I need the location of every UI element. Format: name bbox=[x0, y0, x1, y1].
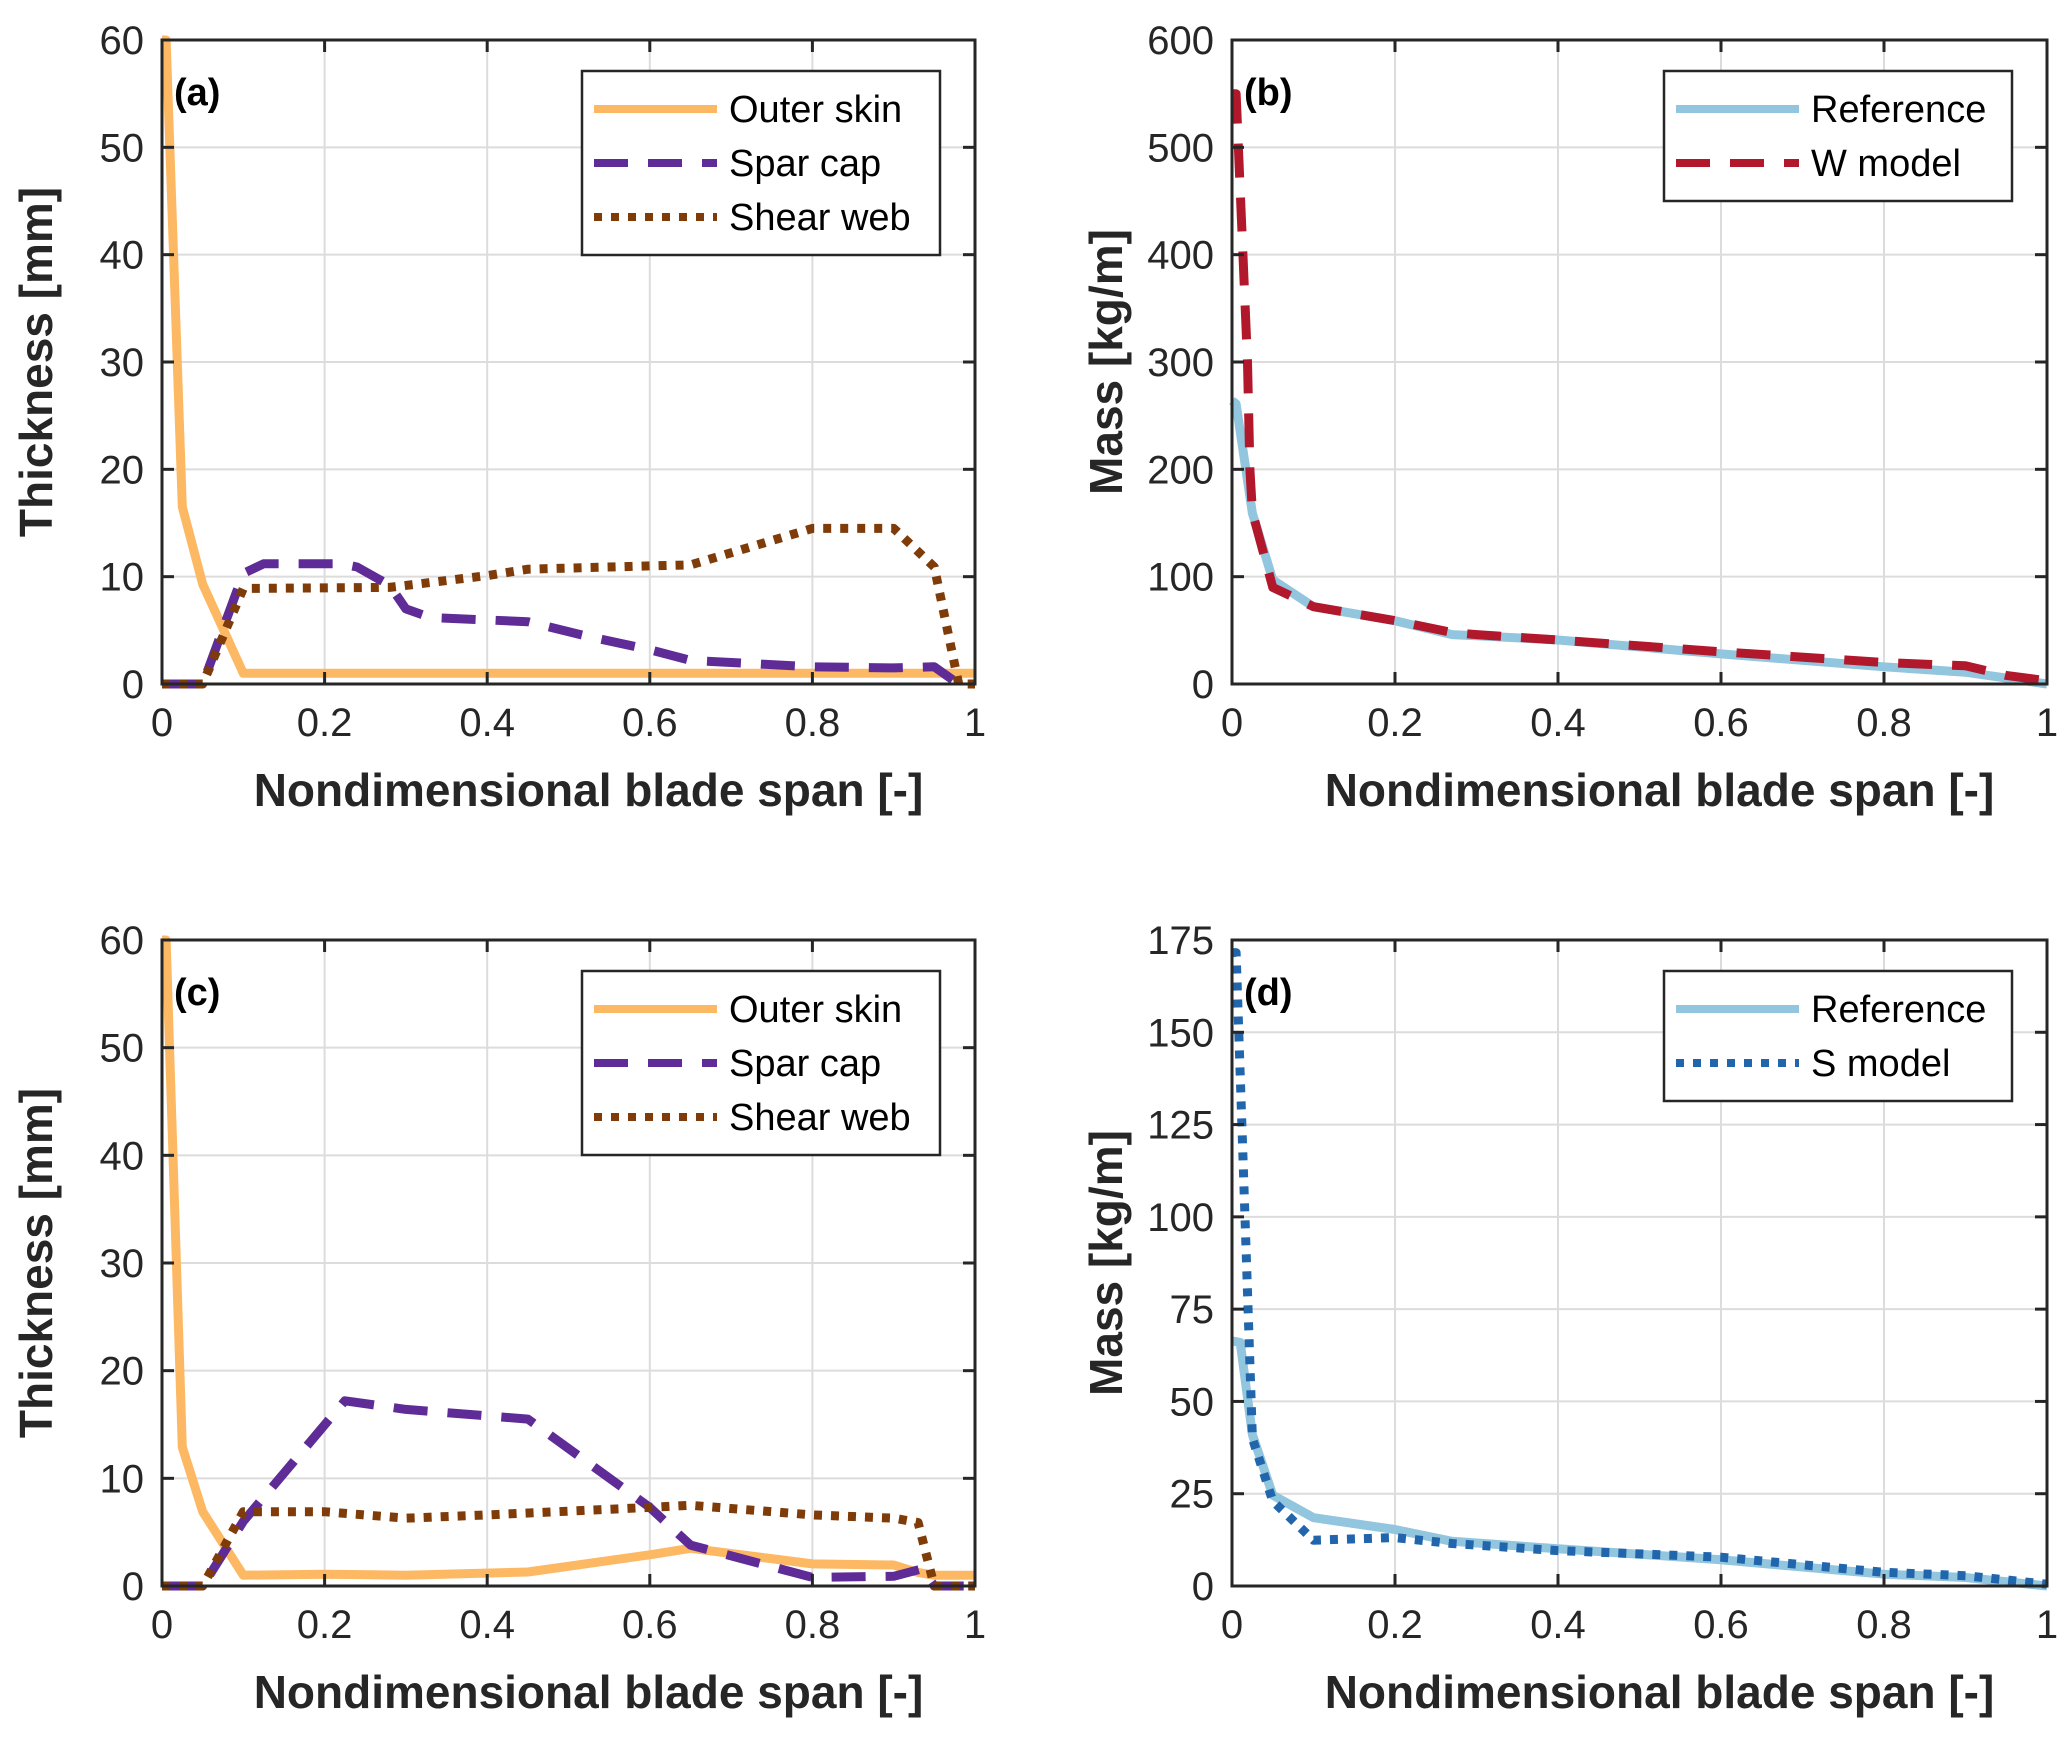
y-tick-label: 400 bbox=[1147, 234, 1214, 278]
x-tick-label: 0.6 bbox=[1693, 1603, 1749, 1647]
y-tick-label: 30 bbox=[100, 1242, 145, 1286]
series-line-reference bbox=[1231, 1336, 2048, 1591]
series-line-s-model bbox=[1231, 948, 2048, 1589]
legend-label: S model bbox=[1811, 1043, 1950, 1085]
x-axis-title: Nondimensional blade span [-] bbox=[254, 764, 924, 816]
x-tick-label: 1 bbox=[2036, 1603, 2058, 1647]
y-axis-title: Thickness [mm] bbox=[10, 187, 62, 537]
x-tick-label: 0.6 bbox=[622, 701, 678, 745]
series-line-reference bbox=[1229, 397, 2048, 689]
x-tick-label: 0.2 bbox=[297, 1603, 353, 1647]
y-tick-label: 40 bbox=[100, 234, 145, 278]
panel-label: (b) bbox=[1244, 72, 1293, 114]
y-tick-label: 75 bbox=[1170, 1288, 1215, 1332]
y-tick-label: 300 bbox=[1147, 341, 1214, 385]
x-tick-label: 1 bbox=[2036, 701, 2058, 745]
legend-label: W model bbox=[1811, 143, 1961, 185]
x-axis-title: Nondimensional blade span [-] bbox=[1325, 764, 1995, 816]
axes-frame bbox=[1230, 938, 2049, 1588]
y-tick-label: 30 bbox=[100, 341, 145, 385]
legend-box bbox=[580, 69, 942, 257]
x-tick-label: 0.8 bbox=[1856, 1603, 1912, 1647]
x-tick-label: 0.8 bbox=[785, 1603, 841, 1647]
y-tick-label: 10 bbox=[100, 556, 145, 600]
y-tick-label: 125 bbox=[1147, 1104, 1214, 1148]
x-tick-label: 1 bbox=[964, 1603, 986, 1647]
y-tick-label: 50 bbox=[100, 126, 145, 170]
legend-label: Spar cap bbox=[729, 143, 881, 185]
legend-label: Outer skin bbox=[729, 89, 902, 131]
panel-d: 0 0.2 0.4 0.6 0.8 1 0 25 50 75 100 125 150 175 Nondime… bbox=[1080, 919, 2058, 1718]
legend-label: Spar cap bbox=[729, 1043, 881, 1085]
x-tick-label: 0.4 bbox=[1530, 701, 1586, 745]
x-tick-label: 1 bbox=[964, 701, 986, 745]
y-tick-label: 40 bbox=[100, 1134, 145, 1178]
legend-label: Reference bbox=[1811, 89, 1986, 131]
y-tick-label: 0 bbox=[1192, 1565, 1214, 1609]
x-tick-label: 0.4 bbox=[1530, 1603, 1586, 1647]
x-tick-label: 0.2 bbox=[1367, 701, 1423, 745]
y-tick-label: 100 bbox=[1147, 556, 1214, 600]
x-axis-title: Nondimensional blade span [-] bbox=[1325, 1666, 1995, 1718]
legend-label: Shear web bbox=[729, 197, 911, 239]
x-tick-label: 0 bbox=[151, 1603, 173, 1647]
series-line-spar-cap bbox=[162, 559, 975, 689]
panel-label: (c) bbox=[174, 972, 220, 1014]
y-tick-label: 0 bbox=[122, 1565, 144, 1609]
y-tick-label: 10 bbox=[100, 1457, 145, 1501]
series-line-shear-web bbox=[162, 1500, 975, 1591]
legend: Outer skin Spar cap Shear web bbox=[580, 69, 942, 257]
x-tick-label: 0.8 bbox=[1856, 701, 1912, 745]
x-tick-label: 0.6 bbox=[622, 1603, 678, 1647]
y-axis-title: Mass [kg/m] bbox=[1080, 229, 1132, 495]
y-tick-label: 500 bbox=[1147, 126, 1214, 170]
y-tick-label: 20 bbox=[100, 1350, 145, 1394]
legend-box bbox=[580, 969, 942, 1157]
y-tick-label: 50 bbox=[100, 1027, 145, 1071]
x-tick-label: 0.4 bbox=[459, 701, 515, 745]
y-axis-title: Thickness [mm] bbox=[10, 1088, 62, 1438]
panel-c: 0 0.2 0.4 0.6 0.8 10102030405060Nondimensiona… bbox=[10, 919, 986, 1718]
legend: Reference W model bbox=[1662, 69, 2014, 203]
x-tick-label: 0.6 bbox=[1693, 701, 1749, 745]
y-tick-label: 100 bbox=[1147, 1196, 1214, 1240]
legend: Outer skin Spar cap Shear web bbox=[580, 969, 942, 1157]
legend-label: Shear web bbox=[729, 1097, 911, 1139]
x-tick-label: 0 bbox=[151, 701, 173, 745]
y-tick-label: 600 bbox=[1147, 19, 1214, 63]
panel-label: (d) bbox=[1244, 972, 1293, 1014]
y-tick-label: 0 bbox=[122, 663, 144, 707]
legend-label: Reference bbox=[1811, 989, 1986, 1031]
y-tick-label: 60 bbox=[100, 19, 145, 63]
x-axis-title: Nondimensional blade span [-] bbox=[254, 1666, 924, 1718]
y-tick-label: 175 bbox=[1147, 919, 1214, 963]
panel-b: 0 0.2 0.4 0.6 0.8 1 0 100 200 300 400 500 600 Nondime… bbox=[1080, 19, 2058, 816]
y-tick-label: 50 bbox=[1170, 1380, 1215, 1424]
legend-box bbox=[1662, 69, 2014, 203]
panel-a: 0 0.2 0.4 0.6 0.8 10102030405060Nondimensiona… bbox=[10, 19, 986, 816]
x-tick-label: 0 bbox=[1221, 701, 1243, 745]
legend: Reference S model bbox=[1662, 969, 2014, 1103]
y-tick-label: 20 bbox=[100, 448, 145, 492]
x-tick-label: 0.8 bbox=[785, 701, 841, 745]
series-line-shear-web bbox=[162, 523, 975, 689]
x-tick-label: 0.2 bbox=[297, 701, 353, 745]
x-tick-label: 0.2 bbox=[1367, 1603, 1423, 1647]
x-tick-label: 0 bbox=[1221, 1603, 1243, 1647]
x-tick-label: 0.4 bbox=[459, 1603, 515, 1647]
legend-box bbox=[1662, 969, 2014, 1103]
y-tick-label: 25 bbox=[1170, 1473, 1215, 1517]
legend-label: Outer skin bbox=[729, 989, 902, 1031]
y-axis-title: Mass [kg/m] bbox=[1080, 1130, 1132, 1396]
y-tick-label: 0 bbox=[1192, 663, 1214, 707]
y-tick-label: 150 bbox=[1147, 1011, 1214, 1055]
panel-label: (a) bbox=[174, 72, 220, 114]
y-tick-label: 200 bbox=[1147, 448, 1214, 492]
y-tick-label: 60 bbox=[100, 919, 145, 963]
series-line-w-model bbox=[1231, 89, 2048, 686]
